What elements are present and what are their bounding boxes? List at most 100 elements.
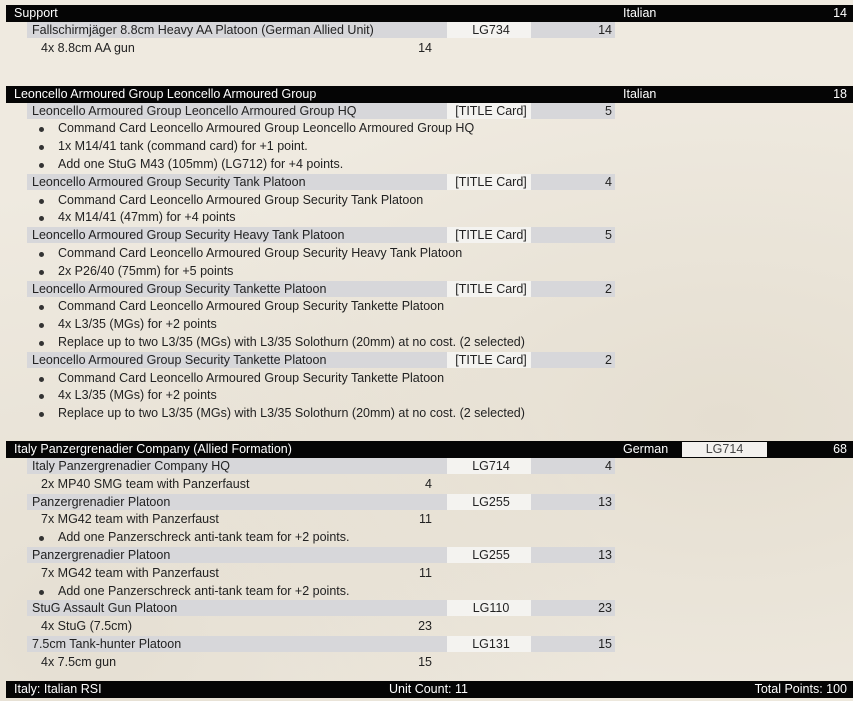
unit-item-row: 4x 7.5cm gun 15 — [6, 654, 853, 672]
bullet-icon — [39, 536, 44, 542]
unit-code: LG110 — [472, 601, 510, 616]
bullet-icon — [39, 162, 44, 168]
unit-points: 5 — [605, 228, 612, 243]
item-points: 15 — [418, 654, 432, 669]
unit-row: Leoncello Armoured Group Security Tanket… — [6, 280, 853, 299]
summary-bar: Italy: Italian RSI Unit Count: 11 Total … — [6, 681, 853, 698]
item-name: 4x 7.5cm gun — [41, 654, 117, 669]
unit-name: Fallschirmjäger 8.8cm Heavy AA Platoon (… — [32, 23, 374, 37]
unit-name: StuG Assault Gun Platoon — [32, 601, 178, 616]
unit-name: Italy Panzergrenadier Company HQ — [32, 458, 231, 473]
option-text: Command Card Leoncello Armoured Group Se… — [58, 370, 445, 385]
unit-points: 4 — [605, 174, 612, 189]
option-row: Command Card Leoncello Armoured Group Se… — [6, 192, 853, 210]
item-name: 2x MP40 SMG team with Panzerfaust — [41, 476, 250, 491]
code-cell-bg — [447, 173, 531, 190]
formation-title: Italy Panzergrenadier Company (Allied Fo… — [14, 441, 292, 456]
formation-section: Italy Panzergrenadier Company (Allied Fo… — [6, 440, 853, 672]
option-row: Add one StuG M43 (105mm) (LG712) for +4 … — [6, 156, 853, 174]
unit-points: 13 — [598, 547, 612, 562]
formation-nation: Italian — [623, 6, 657, 20]
unit-name: 7.5cm Tank-hunter Platoon — [32, 636, 182, 651]
unit-code: LG714 — [472, 458, 510, 473]
bullet-icon — [39, 145, 44, 151]
formation-points: 14 — [833, 6, 847, 20]
unit-points: 15 — [598, 636, 612, 651]
unit-code: LG734 — [472, 23, 510, 37]
unit-points: 23 — [598, 601, 612, 616]
unit-name: Leoncello Armoured Group Security Tanket… — [32, 352, 327, 367]
item-points: 11 — [419, 512, 432, 527]
bullet-icon — [39, 589, 44, 595]
army-list-sheet: Support Italian 14 Fallschirmjäger 8.8cm He… — [6, 5, 853, 672]
item-points: 23 — [418, 619, 432, 634]
code-cell-bg — [447, 351, 531, 368]
unit-name: Leoncello Armoured Group Leoncello Armou… — [32, 103, 357, 118]
option-row: Add one Panzerschreck anti-tank team for… — [6, 583, 853, 601]
option-text: 4x L3/35 (MGs) for +2 points — [58, 317, 217, 332]
formation-section: Support Italian 14 Fallschirmjäger 8.8cm He… — [6, 5, 853, 86]
bullet-icon — [39, 127, 44, 133]
option-row: Add one Panzerschreck anti-tank team for… — [6, 529, 853, 547]
unit-row: Panzergrenadier Platoon LG255 13 — [6, 546, 853, 565]
unit-row: Leoncello Armoured Group Security Heavy … — [6, 227, 853, 245]
formation-section: Leoncello Armoured Group Leoncello Armou… — [6, 85, 853, 441]
item-points: 11 — [419, 565, 432, 580]
code-cell-bg — [447, 546, 531, 563]
unit-code: [TITLE Card] — [455, 174, 527, 189]
army-name: Italy: Italian RSI — [14, 682, 102, 696]
bullet-icon — [39, 376, 44, 382]
unit-row: Leoncello Armoured Group Security Tank P… — [6, 173, 853, 192]
unit-name: Leoncello Armoured Group Security Tank P… — [32, 174, 306, 189]
option-row: Command Card Leoncello Armoured Group Se… — [6, 245, 853, 263]
unit-code: [TITLE Card] — [455, 352, 527, 367]
unit-points: 2 — [605, 352, 612, 367]
code-cell-bg — [447, 493, 531, 510]
unit-item-row: 7x MG42 team with Panzerfaust 11 — [6, 511, 853, 529]
unit-points: 2 — [605, 281, 612, 296]
formation-header: Leoncello Armoured Group Leoncello Armou… — [6, 85, 853, 103]
bullet-icon — [39, 251, 44, 257]
bullet-icon — [39, 216, 44, 222]
unit-code: LG131 — [472, 636, 510, 651]
option-text: Replace up to two L3/35 (MGs) with L3/35… — [58, 334, 525, 349]
code-cell-bg — [447, 227, 531, 244]
unit-name: Panzergrenadier Platoon — [32, 547, 171, 562]
unit-item-row: 7x MG42 team with Panzerfaust 11 — [6, 565, 853, 583]
section-gap — [6, 58, 853, 86]
bullet-icon — [39, 340, 44, 346]
option-text: Command Card Leoncello Armoured Group Se… — [58, 245, 463, 260]
unit-row: 7.5cm Tank-hunter Platoon LG131 15 — [6, 635, 853, 654]
unit-item-row: 4x StuG (7.5cm) 23 — [6, 618, 853, 636]
option-text: Replace up to two L3/35 (MGs) with L3/35… — [58, 406, 525, 421]
unit-row: Panzergrenadier Platoon LG255 13 — [6, 493, 853, 512]
code-cell-bg — [447, 102, 531, 119]
option-text: 4x M14/41 (47mm) for +4 points — [58, 210, 236, 225]
code-cell-bg — [447, 600, 531, 617]
bullet-icon — [39, 305, 44, 311]
formation-code: LG714 — [682, 441, 767, 457]
unit-code: [TITLE Card] — [455, 228, 527, 243]
option-text: Command Card Leoncello Armoured Group Se… — [58, 299, 445, 314]
unit-name: Leoncello Armoured Group Security Tanket… — [32, 281, 327, 296]
formation-header: Italy Panzergrenadier Company (Allied Fo… — [6, 440, 853, 458]
item-name: 4x 8.8cm AA gun — [41, 40, 135, 55]
formation-points: 68 — [833, 441, 847, 456]
code-cell-bg — [447, 457, 531, 474]
formation-nation: German — [623, 441, 669, 456]
option-row: 2x P26/40 (75mm) for +5 points — [6, 263, 853, 281]
item-points: 14 — [418, 40, 432, 55]
option-text: Command Card Leoncello Armoured Group Le… — [58, 121, 475, 136]
code-cell-bg — [447, 635, 531, 652]
option-row: Command Card Leoncello Armoured Group Le… — [6, 120, 853, 138]
formation-title: Leoncello Armoured Group Leoncello Armou… — [14, 86, 317, 101]
unit-code: LG255 — [472, 494, 510, 509]
unit-points: 14 — [598, 23, 612, 37]
bullet-icon — [39, 394, 44, 400]
unit-code: [TITLE Card] — [455, 281, 527, 296]
unit-name: Leoncello Armoured Group Security Heavy … — [32, 228, 345, 243]
option-text: 2x P26/40 (75mm) for +5 points — [58, 263, 234, 278]
bullet-icon — [39, 269, 44, 275]
unit-row: Fallschirmjäger 8.8cm Heavy AA Platoon (… — [6, 22, 853, 40]
formation-points: 18 — [833, 86, 847, 101]
